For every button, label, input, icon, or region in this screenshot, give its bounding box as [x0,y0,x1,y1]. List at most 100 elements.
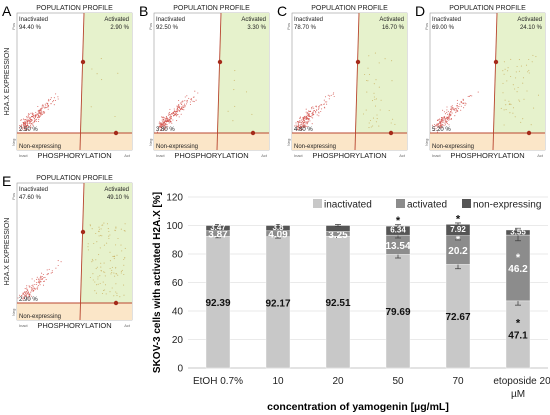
activated-percent: 24.10 % [520,25,543,31]
scatter-point [306,117,308,119]
scatter-point [318,115,320,117]
scatter-point [96,241,98,243]
scatter-point [375,79,377,81]
scatter-point [449,112,451,114]
scatter-point [373,96,375,98]
scatter-point [300,126,302,128]
scatter-point [26,121,28,123]
scatter-point [444,122,446,124]
scatter-point [503,124,505,126]
scatter-point [302,118,304,120]
scatter-point [27,293,29,295]
scatter-point [468,95,470,97]
scatter-point [160,123,162,125]
scatter-point [453,109,455,111]
bar-value-label: 6.34 [390,226,406,235]
scatter-point [29,116,31,119]
scatter-point [519,100,521,102]
scatter-point [37,284,39,287]
y-axis-label: H2A.X EXPRESSION [4,48,11,116]
scatter-point [40,114,42,117]
scatter-point [179,107,181,110]
scatter-point [450,118,452,120]
scatter-point [95,259,97,261]
scatter-point [303,120,305,122]
scatter-point [447,118,449,120]
scatter-point [22,297,24,299]
scatter-point [109,251,111,253]
scatter-point [32,284,34,286]
scatter-point [116,254,118,256]
nonexpressing-label: Non-expressing [19,144,61,150]
scatter-point [97,278,99,280]
scatter-point [92,273,94,275]
scatter-point [391,80,393,82]
gate-handle [355,59,361,65]
scatter-point [503,73,505,75]
scatter-point [537,94,540,96]
scatter-point [163,128,165,130]
scatter-point [318,107,320,109]
phosphorylation-gate-line [79,182,85,321]
scatter-point [23,291,26,293]
scatter-point [518,70,520,72]
scatter-point [376,114,378,116]
scatter-point [166,120,168,122]
scatter-point [324,107,326,109]
scatter-point [36,114,38,116]
scatter-point [365,109,367,111]
scatter-point [27,291,29,293]
scatter-point [297,122,299,124]
scatter-point [451,105,453,107]
scatter-point [25,126,27,128]
scatter-point [175,114,177,116]
scatter-point [42,105,44,107]
scatter-point [50,272,52,274]
scatter-point [43,106,45,108]
bar-value-label: 20.2 [448,246,468,257]
scatter-point [176,108,179,110]
scatter-point [522,118,524,120]
bar-value-label: 3.55 [510,228,526,237]
scatter-point [245,91,248,93]
axis-inact-label: Inact [19,153,29,158]
x-tick-label: µM [511,389,525,400]
scatter-point [96,73,98,75]
scatter-point [459,103,461,105]
scatter-point [375,121,377,123]
scatter-point [116,295,118,297]
scatter-point [47,104,49,106]
scatter-point [20,119,22,121]
bar-value-label: 47.1 [508,330,528,341]
scatter-point [437,124,439,126]
scatter-point [368,73,371,76]
scatter-point [168,112,170,114]
scatter-point [24,126,26,128]
scatter-point [520,121,522,123]
scatter-point [452,106,454,109]
scatter-point [33,280,35,282]
scatter-point [449,108,452,110]
scatter-point [95,232,97,235]
scatter-point [297,128,299,130]
scatter-point [94,281,96,283]
scatter-point [440,125,442,127]
scatter-point [48,268,50,270]
scatter-point [38,118,40,121]
legend-label: activated [407,200,447,211]
scatter-point [24,288,26,290]
scatter-point [167,114,169,116]
scatter-point [448,119,450,121]
scatter-point [449,114,451,116]
scatter-point [441,126,443,129]
scatter-point [39,280,41,282]
scatter-point [303,126,305,128]
scatter-point [163,118,165,121]
scatter-point [41,272,43,274]
scatter-point [456,108,458,110]
scatter-point [451,112,453,114]
nonexpressing-gate [430,133,545,150]
scatter-point [460,101,462,103]
scatter-point [171,113,173,115]
scatter-point [371,100,374,102]
